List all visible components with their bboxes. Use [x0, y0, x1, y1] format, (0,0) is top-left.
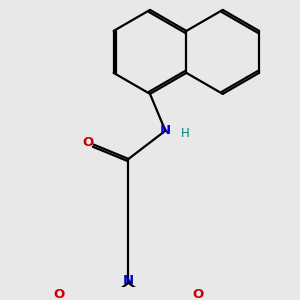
Text: H: H	[180, 127, 189, 140]
Text: O: O	[54, 288, 65, 300]
Text: O: O	[192, 288, 203, 300]
Text: N: N	[123, 274, 134, 287]
Text: N: N	[160, 124, 171, 137]
Text: O: O	[82, 136, 93, 148]
